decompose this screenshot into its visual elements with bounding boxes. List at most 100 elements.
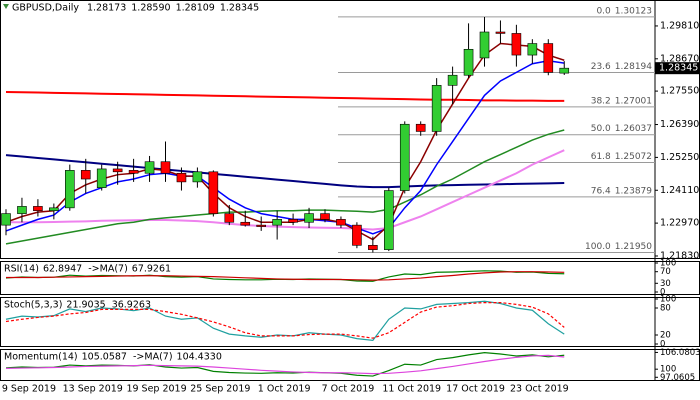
indicator-name: Stoch(5,3,3) <box>4 300 62 311</box>
fib-ratio: 50.0 <box>591 124 611 134</box>
indicator-value: 104.4330 <box>177 352 222 363</box>
candle-body <box>415 123 426 132</box>
header-high: 1.28590 <box>131 3 170 14</box>
indicator-name: Momentum(14) <box>4 352 78 363</box>
chart-title: GBPUSD,Daily <box>12 3 79 14</box>
candle-body <box>80 170 91 180</box>
series-line <box>6 149 565 231</box>
x-tick-label: 11 Oct 2019 <box>382 384 441 395</box>
x-tick-label: 7 Oct 2019 <box>322 384 375 395</box>
y-tick-label: 1.24110 <box>660 185 699 196</box>
candle-body <box>112 168 123 173</box>
candle-body <box>352 224 362 246</box>
series-line <box>6 271 565 281</box>
series-line <box>5 154 565 189</box>
candle-body <box>208 171 219 214</box>
x-tick-label: 19 Sep 2019 <box>126 384 186 395</box>
y-tick-label: 30 <box>660 279 671 289</box>
y-tick-label: 100 <box>660 365 676 375</box>
series-line <box>5 300 565 342</box>
y-tick-label: 1.25250 <box>660 152 699 163</box>
fib-ratio: 38.2 <box>591 96 611 106</box>
indicator-value: 36.9263 <box>112 300 151 311</box>
fib-price: 1.25072 <box>615 152 652 162</box>
y-tick-label: 106.0803 <box>660 348 700 358</box>
candle-body <box>144 161 155 174</box>
fib-price: 1.23879 <box>615 186 652 196</box>
candle-body <box>431 85 442 132</box>
y-tick-label: 70 <box>660 267 671 277</box>
candle-body <box>65 170 75 209</box>
candle-body <box>559 67 570 74</box>
header-icon <box>3 4 9 9</box>
candle-body <box>304 213 314 223</box>
y-tick-label: 20 <box>660 331 671 341</box>
candle-body <box>1 213 11 226</box>
indicator-value: 105.0587 <box>82 352 127 363</box>
x-tick-label: 13 Sep 2019 <box>63 384 123 395</box>
y-tick-label: 0 <box>660 340 665 350</box>
fib-price: 1.26037 <box>615 124 652 134</box>
header-low: 1.28109 <box>176 3 215 14</box>
series-line <box>5 60 565 235</box>
x-tick-label: 9 Sep 2019 <box>2 384 56 395</box>
candle-body <box>320 213 330 220</box>
candle-body <box>176 172 187 183</box>
fib-price: 1.30123 <box>615 6 652 16</box>
y-tick-label: 97.0605 <box>660 373 695 383</box>
series-line <box>5 352 565 377</box>
y-tick-label: 1.26390 <box>660 119 699 130</box>
y-tick-label: 80 <box>660 304 671 314</box>
x-tick-label: 17 Oct 2019 <box>446 384 505 395</box>
y-tick-label: 1.22970 <box>660 218 699 229</box>
candle-body <box>17 206 27 214</box>
y-tick-label: 0 <box>660 288 665 298</box>
fib-ratio: 23.6 <box>591 62 611 72</box>
candle-body <box>49 207 59 212</box>
y-tick-label: 1.21830 <box>660 250 699 261</box>
x-tick-label: 25 Sep 2019 <box>190 384 250 395</box>
x-tick-label: 23 Oct 2019 <box>510 384 569 395</box>
fib-price: 1.21950 <box>615 242 652 252</box>
candle-body <box>447 74 458 86</box>
current-price: 1.28345 <box>659 63 698 74</box>
series-line <box>5 302 565 339</box>
candle-body <box>240 221 251 226</box>
fib-price: 1.27001 <box>615 96 652 106</box>
candle-body <box>511 33 522 56</box>
y-tick-label: 100 <box>660 295 676 305</box>
y-tick-label: 1.28670 <box>660 53 699 64</box>
candle-body <box>336 219 346 226</box>
candle-body <box>463 48 474 76</box>
indicator-value: 21.9035 <box>66 300 105 311</box>
candle-body <box>288 219 298 223</box>
fib-ratio: 0.0 <box>596 6 611 16</box>
candle-body <box>160 161 171 174</box>
candle-body <box>495 31 506 34</box>
candle-body <box>33 206 43 212</box>
indicator-name: RSI(14) <box>4 264 39 275</box>
fib-ratio: 100.0 <box>585 242 611 252</box>
y-tick-label: 1.29810 <box>660 20 699 31</box>
candle-body <box>96 168 107 188</box>
x-tick-label: 1 Oct 2019 <box>258 384 311 395</box>
candle-body <box>128 170 139 174</box>
indicator-name: ->MA(7) <box>133 352 173 363</box>
candle-body <box>543 43 554 73</box>
y-tick-label: 100 <box>660 259 676 269</box>
fib-ratio: 76.4 <box>591 186 611 196</box>
fib-ratio: 61.8 <box>591 152 611 162</box>
candle-body <box>479 31 490 59</box>
fib-price: 1.28194 <box>615 62 652 72</box>
candle-body <box>224 213 235 223</box>
y-tick-label: 1.27550 <box>660 86 699 97</box>
candle-body <box>256 224 267 227</box>
series-line <box>5 129 565 245</box>
header-close: 1.28345 <box>220 3 259 14</box>
current-price-box <box>655 62 700 75</box>
indicator-value: 62.8947 <box>43 264 82 275</box>
candle-body <box>368 245 378 250</box>
indicator-name: ->MA(7) <box>88 264 128 275</box>
candle-body <box>399 123 410 191</box>
